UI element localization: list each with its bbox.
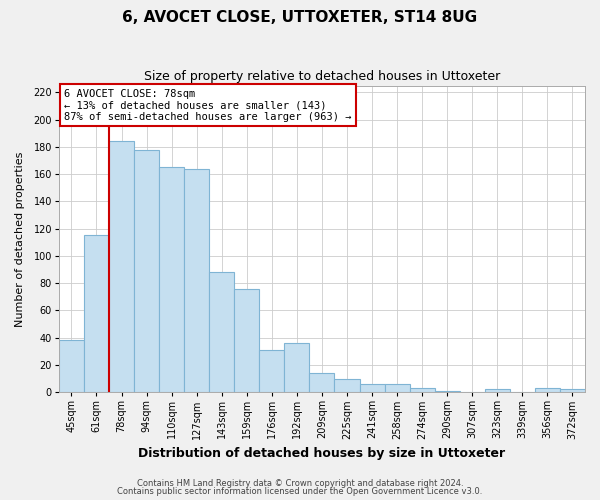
Text: Contains HM Land Registry data © Crown copyright and database right 2024.: Contains HM Land Registry data © Crown c…	[137, 478, 463, 488]
Bar	[259, 350, 284, 392]
Bar	[159, 168, 184, 392]
Bar	[334, 378, 359, 392]
Text: Contains public sector information licensed under the Open Government Licence v3: Contains public sector information licen…	[118, 487, 482, 496]
Bar	[385, 384, 410, 392]
Bar	[560, 390, 585, 392]
Bar	[284, 343, 310, 392]
Text: 6 AVOCET CLOSE: 78sqm
← 13% of detached houses are smaller (143)
87% of semi-det: 6 AVOCET CLOSE: 78sqm ← 13% of detached …	[64, 88, 352, 122]
Title: Size of property relative to detached houses in Uttoxeter: Size of property relative to detached ho…	[144, 70, 500, 83]
Bar	[184, 168, 209, 392]
Bar	[310, 373, 334, 392]
Bar	[434, 391, 460, 392]
Bar	[209, 272, 234, 392]
Bar	[109, 142, 134, 392]
Bar	[134, 150, 159, 392]
Text: 6, AVOCET CLOSE, UTTOXETER, ST14 8UG: 6, AVOCET CLOSE, UTTOXETER, ST14 8UG	[122, 10, 478, 25]
Bar	[485, 390, 510, 392]
Y-axis label: Number of detached properties: Number of detached properties	[15, 151, 25, 326]
Bar	[410, 388, 434, 392]
Bar	[234, 288, 259, 392]
X-axis label: Distribution of detached houses by size in Uttoxeter: Distribution of detached houses by size …	[139, 447, 506, 460]
Bar	[84, 236, 109, 392]
Bar	[59, 340, 84, 392]
Bar	[359, 384, 385, 392]
Bar	[535, 388, 560, 392]
